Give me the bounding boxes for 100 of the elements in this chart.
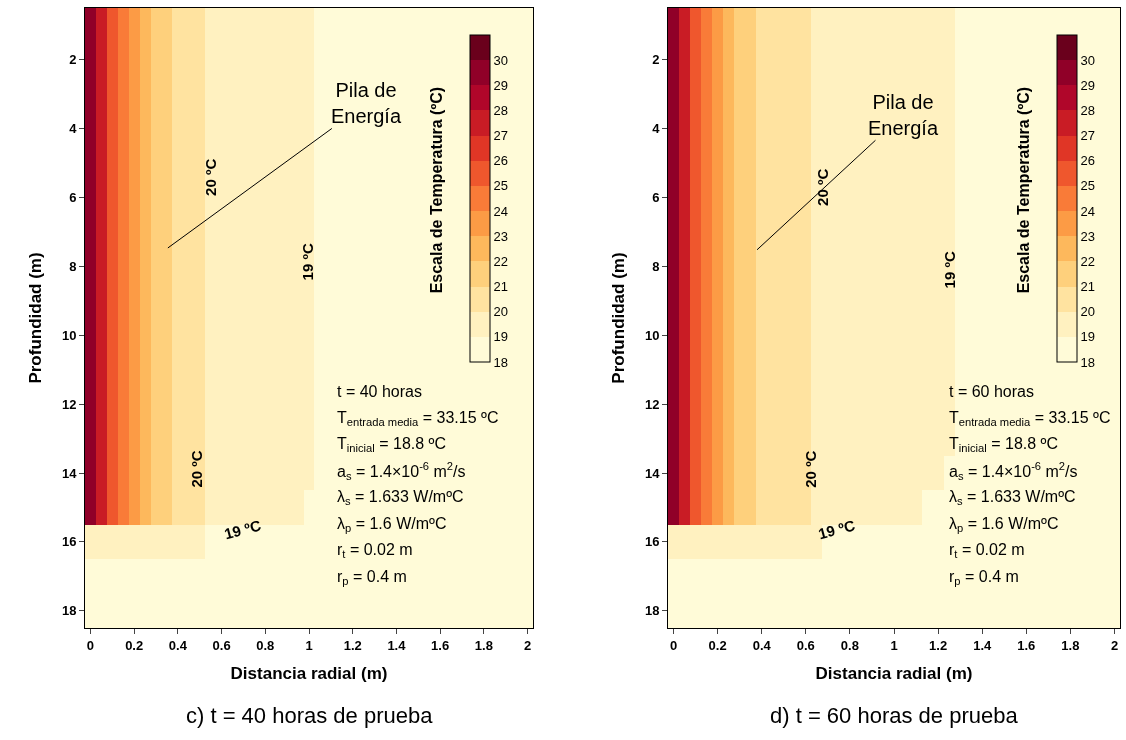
color-bar-label: 22 xyxy=(493,253,509,269)
color-bar-label: 19 xyxy=(493,329,509,345)
y-tick-label: 8 xyxy=(69,258,77,274)
x-tick-label: 1.6 xyxy=(1017,637,1036,653)
annotation: 20 ºC xyxy=(814,168,832,206)
annotation: t = 60 horas xyxy=(949,383,1034,400)
y-tick-label: 12 xyxy=(61,396,77,412)
annotation: Pila de Energía xyxy=(331,79,402,127)
annotation: 20 ºC xyxy=(802,450,820,488)
annotation: r$_{p}$ = 0.4 m xyxy=(949,568,1019,588)
annotation: 20 ºC xyxy=(188,450,206,488)
x-tick-label: 0.8 xyxy=(256,637,275,653)
x-tick-label: 1.6 xyxy=(431,637,450,653)
color-bar-label: 30 xyxy=(1080,52,1096,68)
annotation: a$_{s}$ = 1.4×10$^{-6}$ m$^{2}$/s xyxy=(337,460,466,483)
annotation: λ$_{p}$ = 1.6 W/mºC xyxy=(949,515,1059,535)
x-tick-label: 0.6 xyxy=(796,637,815,653)
y-axis-title: Profundidad (m) xyxy=(609,252,629,384)
y-tick-label: 10 xyxy=(61,327,77,343)
x-tick-label: 1 xyxy=(305,637,313,653)
y-tick-label: 2 xyxy=(69,52,77,68)
color-bar-label: 20 xyxy=(493,304,509,320)
color-bar-label: 25 xyxy=(1080,178,1096,194)
y-tick-label: 2 xyxy=(652,52,660,68)
y-tick-label: 4 xyxy=(652,121,661,137)
y-tick-label: 18 xyxy=(61,603,77,619)
x-tick-label: 0.8 xyxy=(840,637,859,653)
x-tick-label: 1.8 xyxy=(1061,637,1080,653)
y-tick-label: 14 xyxy=(61,465,78,481)
annotation: r$_{p}$ = 0.4 m xyxy=(337,568,407,588)
color-bar-label: 26 xyxy=(1080,153,1096,169)
text: d) t = 60 horas de prueba xyxy=(770,703,1019,728)
x-tick-label: 0 xyxy=(86,637,95,653)
color-bar-label: 23 xyxy=(1080,228,1096,244)
x-tick-label: 1.2 xyxy=(343,637,362,653)
annotation: t = 40 horas xyxy=(337,383,422,400)
annotation: 19 ºC xyxy=(940,251,958,289)
annotation: 20 ºC xyxy=(202,158,220,196)
color-bar-label: 22 xyxy=(1080,253,1096,269)
color-bar-label: 27 xyxy=(493,128,509,144)
x-tick-label: 2 xyxy=(1110,637,1119,653)
annotation: 19 ºC xyxy=(816,516,857,543)
annotation: a$_{s}$ = 1.4×10$^{-6}$ m$^{2}$/s xyxy=(949,460,1078,483)
y-tick-label: 8 xyxy=(652,258,660,274)
annotation: r$_{t}$ = 0.02 m xyxy=(337,541,413,561)
annotation: T$_{entrada media}$ = 33.15 ºC xyxy=(337,409,499,429)
x-tick-label: 0.2 xyxy=(708,637,727,653)
annotation: λ$_{s}$ = 1.633 W/mºC xyxy=(337,488,464,508)
color-bar-label: 28 xyxy=(1080,103,1096,119)
color-bar-label: 25 xyxy=(493,178,509,194)
y-tick-label: 6 xyxy=(69,189,77,205)
color-bar-label: 21 xyxy=(493,279,509,295)
x-tick-label: 2 xyxy=(523,637,532,653)
color-bar-label: 24 xyxy=(1080,203,1096,219)
y-tick-label: 16 xyxy=(644,534,660,550)
annotation: λ$_{s}$ = 1.633 W/mºC xyxy=(949,488,1076,508)
x-tick-label: 0.4 xyxy=(168,637,188,653)
color-bar-label: 18 xyxy=(493,354,509,370)
x-tick-label: 1.4 xyxy=(387,637,407,653)
y-tick-label: 16 xyxy=(61,534,77,550)
color-bar-label: 27 xyxy=(1080,128,1096,144)
annotation: 19 ºC xyxy=(222,516,263,543)
color-bar-label: 29 xyxy=(1080,77,1096,93)
annotation: T$_{entrada media}$ = 33.15 ºC xyxy=(949,409,1111,429)
y-tick-label: 4 xyxy=(69,121,78,137)
x-tick-label: 0 xyxy=(669,637,678,653)
color-bar-label: 23 xyxy=(493,228,509,244)
color-bar-label: 30 xyxy=(493,52,509,68)
annotation: λ$_{p}$ = 1.6 W/mºC xyxy=(337,515,447,535)
color-bar-label: 29 xyxy=(493,77,509,93)
color-bar-label: 28 xyxy=(493,103,509,119)
color-bar-label: 26 xyxy=(493,153,509,169)
x-tick-label: 0.2 xyxy=(125,637,144,653)
x-axis-title: Distancia radial (m) xyxy=(815,664,973,683)
y-axis-title: Profundidad (m) xyxy=(26,252,46,384)
color-bar-label: 20 xyxy=(1080,304,1096,320)
x-tick-label: 1 xyxy=(890,637,898,653)
y-tick-label: 6 xyxy=(652,189,660,205)
y-tick-label: 12 xyxy=(644,396,660,412)
x-tick-label: 1.4 xyxy=(973,637,992,653)
color-bar-label: 19 xyxy=(1080,329,1096,345)
color-bar-label: 21 xyxy=(1080,279,1096,295)
y-tick-label: 14 xyxy=(644,465,661,481)
annotation: Pila de Energía xyxy=(868,91,939,139)
annotation: r$_{t}$ = 0.02 m xyxy=(949,541,1025,561)
y-tick-label: 10 xyxy=(644,327,660,343)
x-tick-label: 0.6 xyxy=(212,637,231,653)
x-tick-label: 1.2 xyxy=(929,637,948,653)
x-tick-label: 1.8 xyxy=(474,637,493,653)
annotation: T$_{inicial}$ = 18.8 ºC xyxy=(337,435,446,455)
text: c) t = 40 horas de prueba xyxy=(186,703,434,728)
annotation: 19 ºC xyxy=(299,243,317,281)
color-bar-title: Escala de Temperatura (ºC) xyxy=(1015,86,1033,294)
y-tick-label: 18 xyxy=(644,603,660,619)
color-bar-label: 18 xyxy=(1080,354,1096,370)
x-axis-title: Distancia radial (m) xyxy=(230,664,388,683)
x-tick-label: 0.4 xyxy=(752,637,772,653)
color-bar-label: 24 xyxy=(493,203,509,219)
annotation: T$_{inicial}$ = 18.8 ºC xyxy=(949,435,1058,455)
color-bar-title: Escala de Temperatura (ºC) xyxy=(428,86,446,294)
